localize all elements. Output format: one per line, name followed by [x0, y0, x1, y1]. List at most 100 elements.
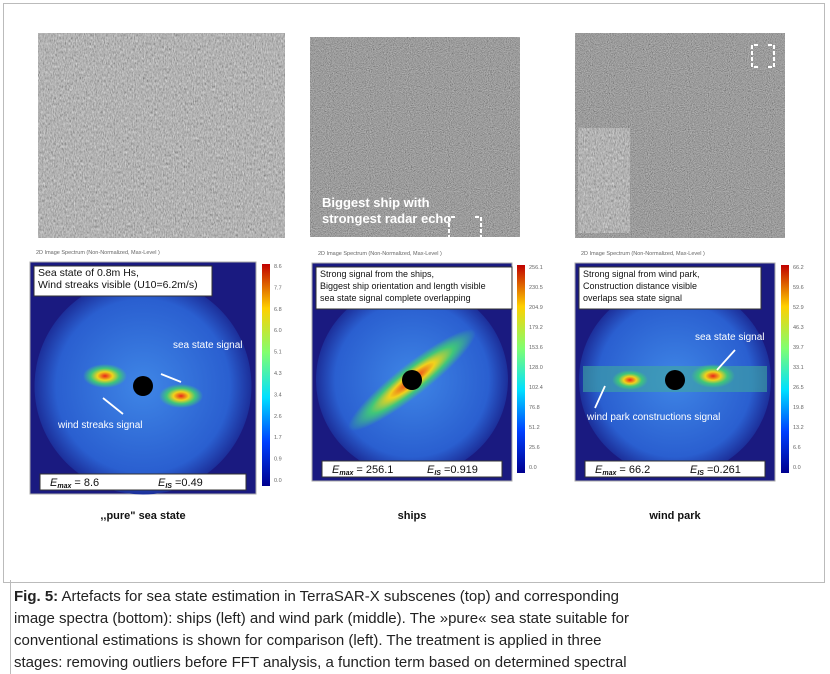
spectrum-center	[402, 370, 422, 390]
figure: 2D Image Spectrum (Non-Normalized, Max-L…	[29, 33, 804, 522]
spectrum-center	[133, 376, 153, 396]
colorbar-tick-label: 33.1	[793, 365, 804, 371]
energy-number: =0.261	[707, 464, 741, 476]
colorbar-tick-label: 256.1	[529, 265, 543, 271]
colorbar-tick-label: 204.9	[529, 305, 543, 311]
signal-blob	[83, 364, 127, 388]
colorbar-tick-label: 0.9	[274, 457, 282, 463]
figure-caption: Fig. 5: Artefacts for sea state estimati…	[14, 586, 824, 674]
energy-symbol: E	[595, 464, 603, 476]
colorbar-tick-label: 230.5	[529, 285, 543, 291]
colorbar-tick-label: 26.5	[793, 385, 804, 391]
arrow	[594, 385, 606, 409]
annotation-line: Biggest ship orientation and length visi…	[320, 281, 486, 291]
colorbar-tick-label: 179.2	[529, 325, 543, 331]
colorbar-tick-label: 128.0	[529, 365, 543, 371]
values-box	[39, 473, 247, 491]
values-box	[321, 460, 503, 478]
energy-symbol: E	[690, 464, 698, 476]
energy-subscript: IS	[434, 470, 441, 477]
arrow-label: wind streaks signal	[57, 420, 142, 431]
signal-blob	[691, 364, 735, 388]
colorbar-tick-label: 153.6	[529, 345, 543, 351]
annotation-line: Construction distance visible	[583, 281, 697, 291]
energy-subscript: IS	[165, 483, 172, 490]
colorbar-tick-label: 25.6	[529, 445, 540, 451]
caption-text: image spectra (bottom): ships (left) and…	[14, 610, 630, 627]
colorbar-tick-label: 59.6	[793, 285, 804, 291]
signal-blob	[159, 384, 203, 408]
annotation-box	[33, 265, 213, 297]
arrow-label: sea state signal	[173, 340, 243, 351]
colorbar-tick-label: 2.6	[274, 414, 282, 420]
spectrum-center	[665, 370, 685, 390]
caption-label: Fig. 5:	[14, 588, 59, 605]
colorbar-tick-label: 102.4	[529, 385, 543, 391]
colorbar-tick-label: 4.3	[274, 371, 282, 377]
colorbar-tick-label: 76.8	[529, 405, 540, 411]
panel-caption: ships	[398, 510, 427, 522]
annotation-line: Strong signal from the ships,	[320, 269, 434, 279]
arrow	[160, 373, 182, 383]
energy-symbol: E	[158, 477, 166, 489]
annotation-box	[315, 266, 513, 310]
annotation-line: Strong signal from wind park,	[583, 269, 700, 279]
energy-value: EIS =0.261	[690, 464, 741, 477]
colorbar-tick-label: 0.0	[793, 465, 801, 471]
colorbar-tick-label: 51.2	[529, 425, 540, 431]
arrow-label: wind park constructions signal	[586, 412, 720, 423]
inset-image	[577, 127, 631, 234]
colorbar	[781, 265, 789, 473]
colorbar-tick-label: 46.3	[793, 325, 804, 331]
colorbar-tick-label: 13.2	[793, 425, 804, 431]
colorbar-tick-label: 6.6	[793, 445, 801, 451]
colorbar-tick-label: 66.2	[793, 265, 804, 271]
arrow-label: sea state signal	[695, 332, 765, 343]
energy-symbol: E	[427, 464, 435, 476]
caption-text: conventional estimations is shown for co…	[14, 632, 602, 649]
caption-line: conventional estimations is shown for co…	[14, 630, 824, 652]
colorbar-tick-label: 0.0	[529, 465, 537, 471]
arrow	[716, 349, 736, 371]
colorbar-tick-label: 3.4	[274, 392, 282, 398]
energy-number: = 8.6	[74, 477, 99, 489]
colorbar	[262, 264, 270, 486]
annotation-line: overlaps sea state signal	[583, 293, 682, 303]
figure-frame	[3, 3, 825, 583]
colorbar	[517, 265, 525, 473]
colorbar-tick-label: 7.7	[274, 285, 282, 291]
caption-line: stages: removing outliers before FFT ana…	[14, 652, 824, 674]
caption-text: stages: removing outliers before FFT ana…	[14, 654, 627, 671]
colorbar-tick-label: 52.9	[793, 305, 804, 311]
annotation-box	[578, 266, 762, 310]
park-bracket	[751, 44, 775, 68]
caption-line: image spectra (bottom): ships (left) and…	[14, 608, 824, 630]
energy-value: Emax = 256.1	[332, 464, 393, 477]
colorbar-tick-label: 8.6	[274, 264, 282, 270]
arrow	[102, 397, 124, 415]
energy-number: =0.49	[175, 477, 203, 489]
colorbar-tick-label: 5.1	[274, 350, 282, 356]
spectrum-header: 2D Image Spectrum (Non-Normalized, Max-L…	[36, 250, 160, 256]
colorbar-tick-label: 6.8	[274, 307, 282, 313]
energy-value: EIS =0.49	[158, 477, 203, 490]
energy-number: = 256.1	[356, 464, 393, 476]
annotation-line: Sea state of 0.8m Hs,	[38, 267, 139, 279]
image-label: strongest radar echo	[322, 211, 451, 226]
spectrum-header: 2D Image Spectrum (Non-Normalized, Max-L…	[581, 251, 705, 257]
colorbar-tick-label: 39.7	[793, 345, 804, 351]
energy-subscript: max	[57, 483, 72, 490]
colorbar-tick-label: 0.0	[274, 478, 282, 484]
caption-text: Artefacts for sea state estimation in Te…	[58, 588, 620, 605]
energy-number: = 66.2	[619, 464, 650, 476]
caption-line: Fig. 5: Artefacts for sea state estimati…	[14, 586, 824, 608]
colorbar-tick-label: 19.8	[793, 405, 804, 411]
ship-bracket	[448, 216, 482, 240]
energy-value: EIS =0.919	[427, 464, 478, 477]
annotation-line: Wind streaks visible (U10=6.2m/s)	[38, 279, 198, 291]
values-box	[584, 460, 766, 478]
sar-image	[310, 37, 520, 237]
energy-number: =0.919	[444, 464, 478, 476]
energy-value: Emax = 8.6	[50, 477, 99, 490]
